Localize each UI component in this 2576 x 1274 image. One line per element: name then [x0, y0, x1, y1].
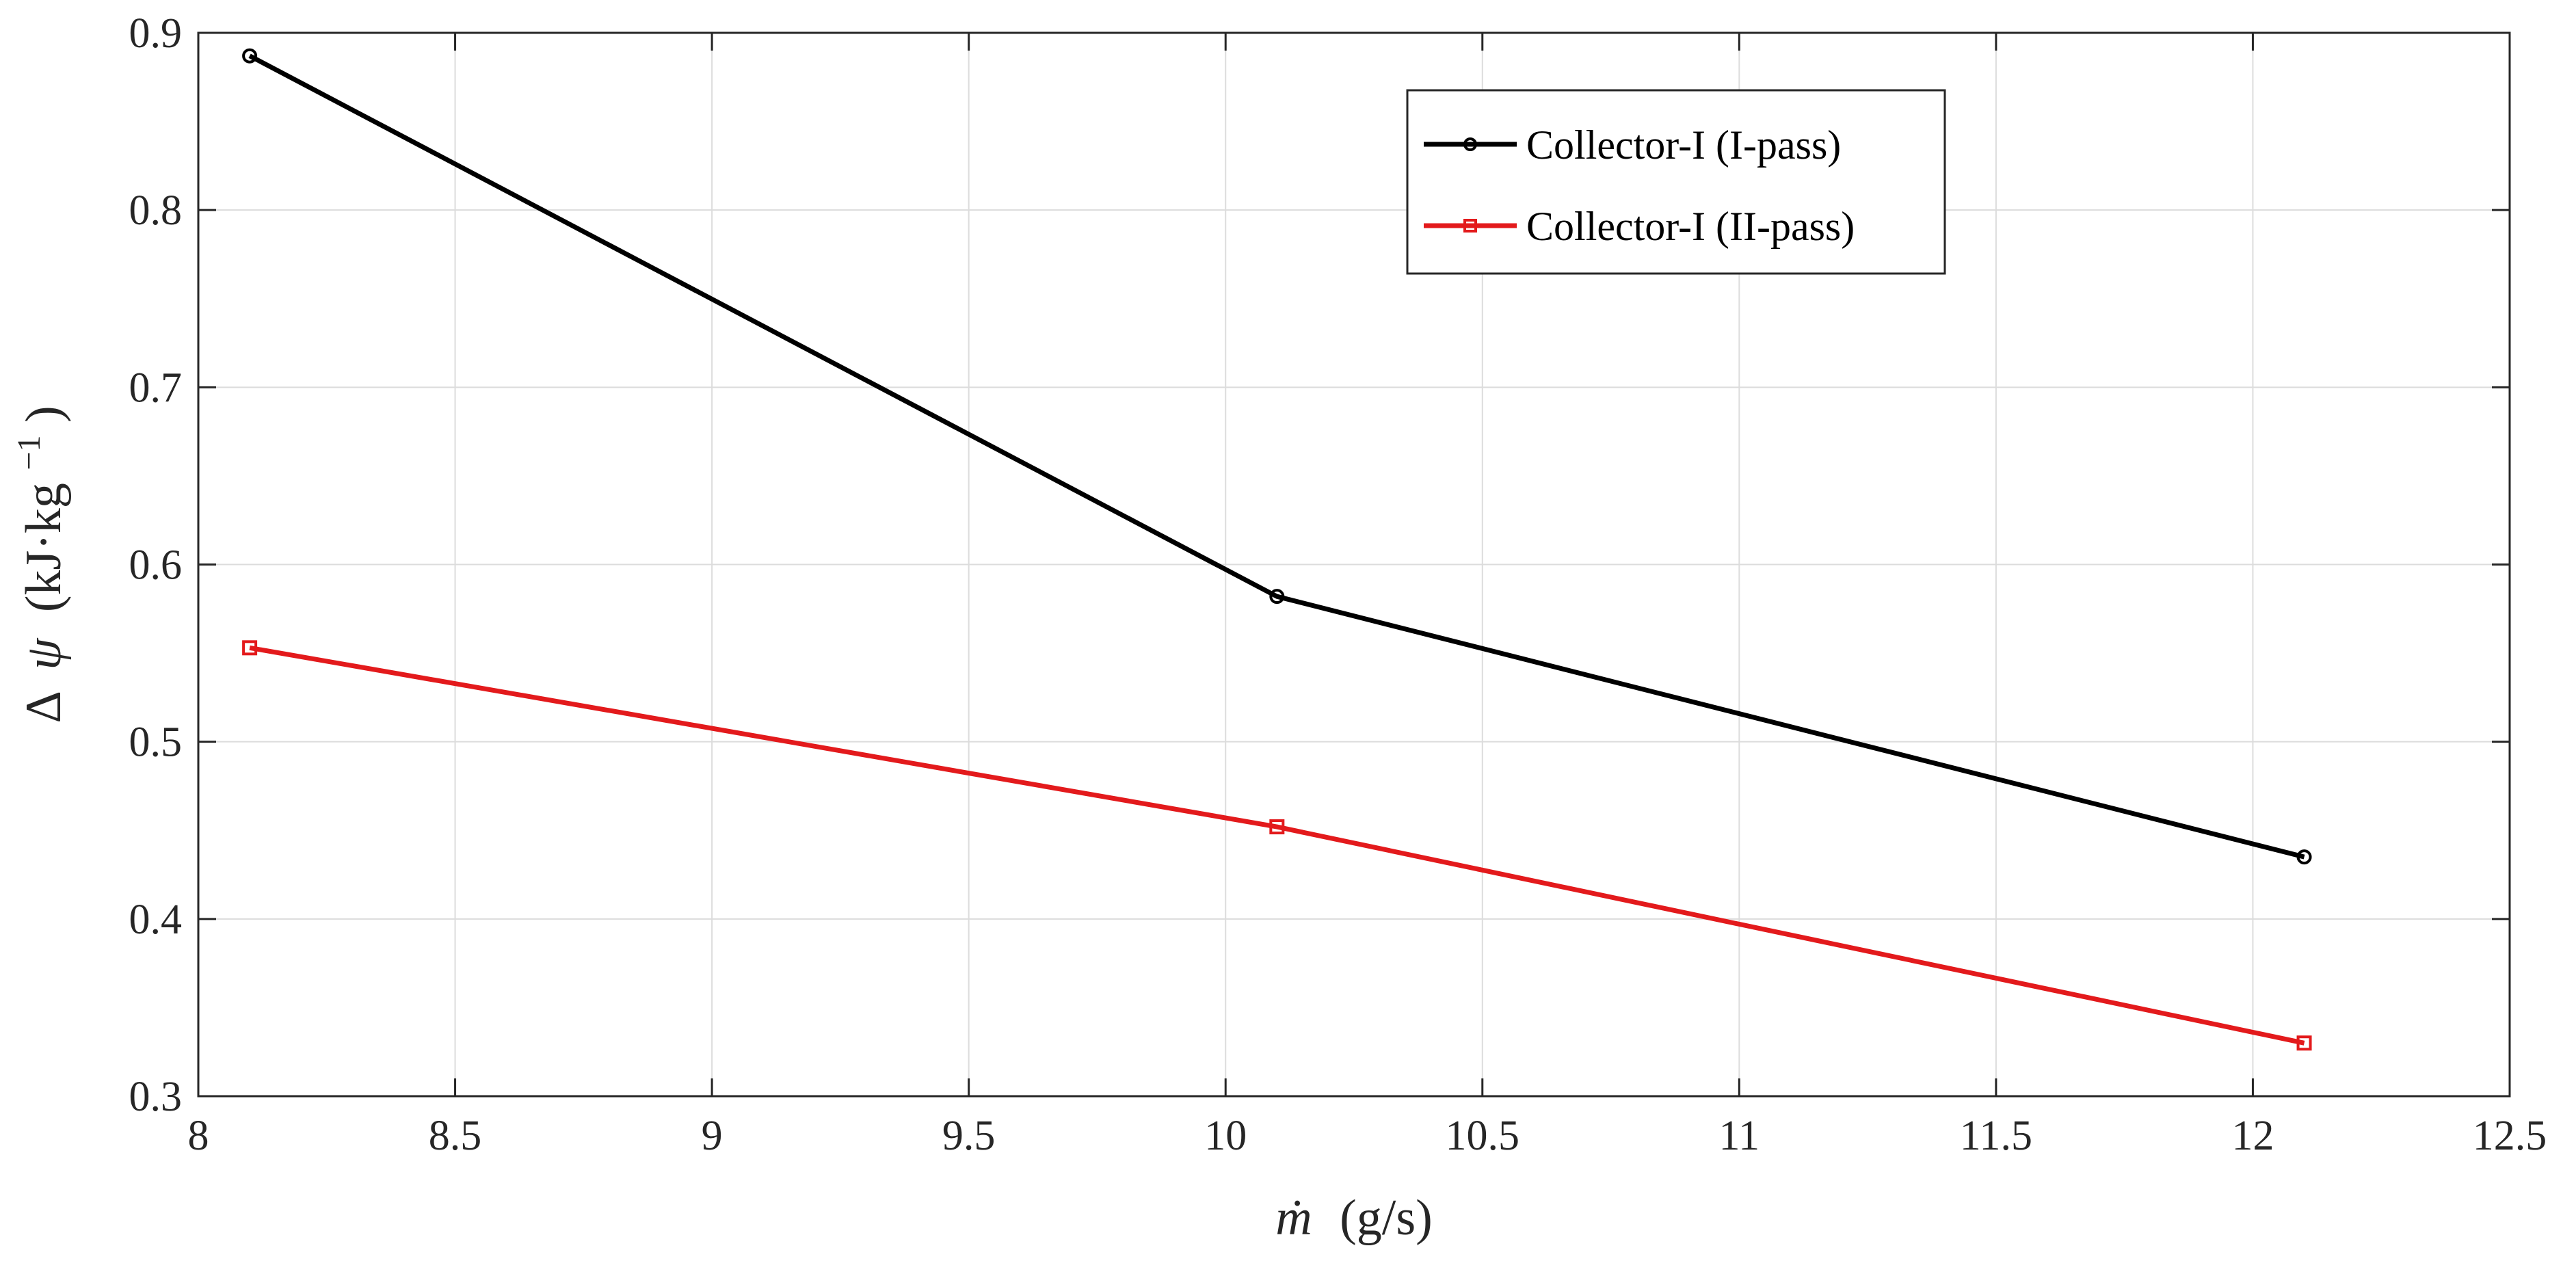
x-tick-label: 10	[1204, 1113, 1247, 1159]
data-point	[2296, 849, 2312, 865]
x-tick-labels: 8 8.5 9 9.5 10 10.5 11 11.5 12 12.5	[188, 1113, 2547, 1159]
legend-box	[1406, 89, 1946, 275]
series-2	[242, 640, 2312, 1051]
x-axis-unit: (g/s)	[1340, 1190, 1433, 1246]
x-tick-label: 9	[702, 1113, 723, 1159]
legend: Collector-I (I-pass) Collector-I (II-pas…	[1406, 89, 1946, 275]
x-axis-symbol: ṁ	[1275, 1190, 1312, 1246]
y-axis-close: )	[16, 406, 72, 423]
x-tick-label: 11	[1718, 1113, 1760, 1159]
data-point	[242, 48, 258, 64]
data-point	[2296, 1035, 2312, 1051]
y-axis-unit: (kJ·kg	[16, 483, 72, 612]
y-tick-label: 0.5	[129, 719, 183, 766]
y-tick-label: 0.8	[129, 187, 183, 234]
y-axis-symbol: ψ	[16, 637, 72, 670]
x-tick-label: 10.5	[1446, 1113, 1520, 1159]
y-axis-delta: Δ	[16, 693, 72, 724]
x-tick-label: 8.5	[429, 1113, 482, 1159]
y-tick-label: 0.7	[129, 364, 183, 411]
y-tick-label: 0.3	[129, 1074, 183, 1120]
y-tick-label: 0.6	[129, 542, 183, 589]
data-point	[242, 640, 258, 656]
x-tick-label: 12.5	[2473, 1113, 2547, 1159]
data-point	[1269, 589, 1285, 605]
series-line-2	[249, 645, 2305, 1046]
series-line-1	[248, 53, 2305, 860]
x-axis-title: ṁ (g/s)	[1275, 1190, 1433, 1246]
legend-marker-2	[1463, 219, 1477, 233]
x-tick-label: 9.5	[942, 1113, 996, 1159]
y-axis-exponent: −1	[11, 436, 47, 470]
y-axis-title: Δ ψ (kJ·kg −1 )	[0, 406, 72, 723]
x-tick-label: 8	[188, 1113, 209, 1159]
y-tick-label: 0.9	[129, 10, 183, 57]
series-lines	[242, 48, 2312, 1051]
legend-label-2: Collector-I (II-pass)	[1526, 204, 1855, 249]
legend-entry-1: Collector-I (I-pass)	[1424, 122, 1841, 168]
legend-label-1: Collector-I (I-pass)	[1526, 122, 1841, 168]
series-1	[242, 48, 2312, 865]
y-tick-label: 0.4	[129, 897, 183, 943]
y-tick-labels: 0.3 0.4 0.5 0.6 0.7 0.8 0.9	[129, 10, 183, 1120]
legend-entry-2: Collector-I (II-pass)	[1424, 204, 1855, 249]
axes-box	[197, 31, 2511, 1098]
legend-marker-1	[1463, 137, 1477, 151]
data-point	[1269, 819, 1285, 835]
x-tick-label: 11.5	[1960, 1113, 2032, 1159]
x-tick-label: 12	[2231, 1113, 2274, 1159]
